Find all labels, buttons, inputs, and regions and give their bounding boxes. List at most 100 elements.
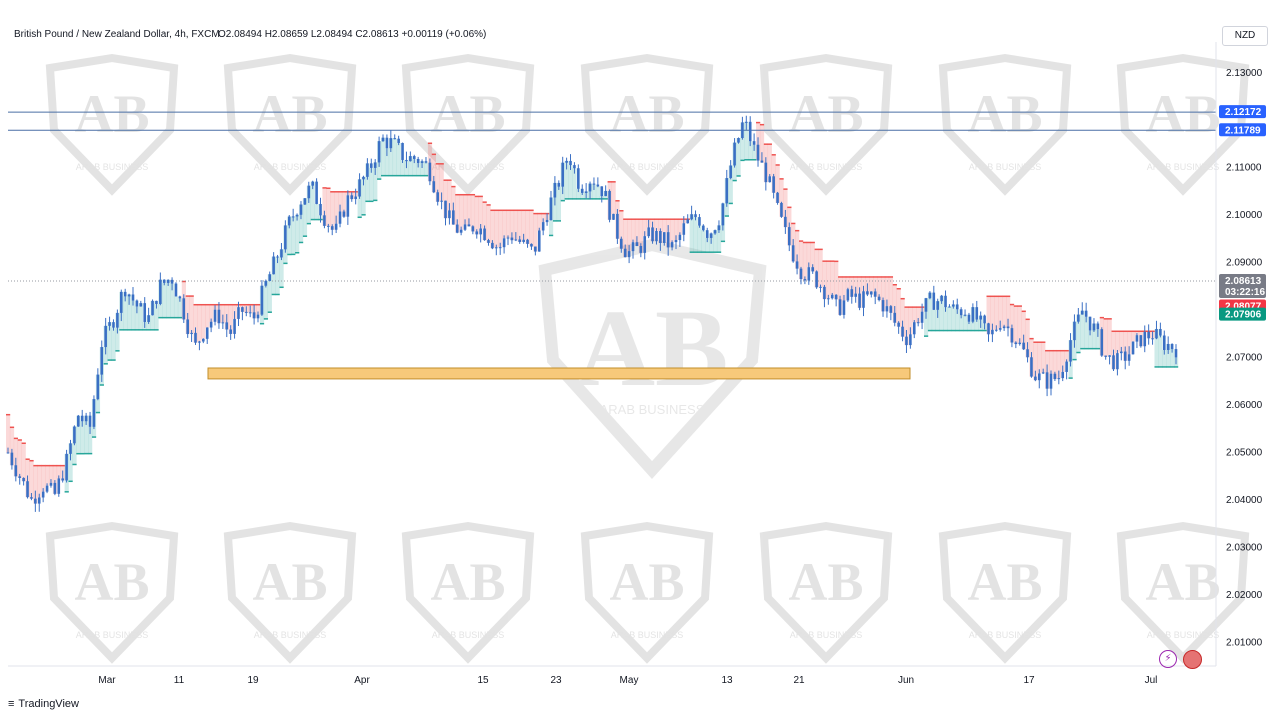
zone-slice (783, 189, 788, 228)
shield-icon (223, 53, 357, 196)
candle-body (498, 247, 502, 249)
zone-slice (459, 194, 464, 230)
candle-body (1010, 328, 1014, 343)
zone-slice (1013, 306, 1019, 345)
candle-body (334, 223, 338, 230)
zone-slice (716, 225, 722, 253)
zone-slice (966, 321, 972, 331)
zone-slice (287, 216, 292, 255)
candle-body (237, 307, 240, 319)
zone-slice (1037, 342, 1042, 374)
candle-body (366, 163, 369, 177)
candle-body (455, 224, 459, 233)
shield-icon (401, 53, 535, 196)
candle-body (928, 292, 932, 299)
candle-body (752, 141, 756, 145)
candle-body (639, 246, 643, 253)
candle-body (1069, 340, 1072, 362)
watermark-monogram: AB (788, 552, 863, 612)
price-axis[interactable]: 2.13000 2.11000 2.10000 2.09000 2.07000 2.060… (1226, 68, 1263, 648)
candle-body (256, 314, 260, 319)
candle-body (471, 226, 475, 232)
zone-slice (818, 249, 823, 287)
watermark-text: ARAB BUSINESS (432, 630, 505, 640)
candle-body (307, 185, 311, 199)
candle-body (18, 476, 22, 478)
candle-body (905, 336, 908, 346)
candle-body (733, 142, 736, 166)
lightning-icon[interactable]: ⚡ (1159, 650, 1177, 668)
zone-slice (494, 210, 499, 248)
candle-body (311, 181, 314, 186)
zone-slice (896, 288, 901, 327)
candle-body (998, 328, 1002, 330)
candle-body (116, 312, 119, 328)
candle-body (846, 289, 850, 301)
watermark-text: ARAB BUSINESS (1147, 630, 1220, 640)
time-axis[interactable]: Mar 11 19 Apr 15 23 May 13 21 Jun 17 Jul (98, 675, 1157, 686)
watermark-logo: AB ARAB BUSINESS (938, 521, 1072, 664)
zone-slice (107, 322, 112, 361)
zone-slice (365, 163, 370, 202)
candle-body (729, 165, 732, 179)
zone-slice (525, 210, 530, 244)
zone-slice (1084, 316, 1089, 349)
watermark-monogram: AB (609, 84, 684, 144)
zone-slice (388, 138, 394, 176)
candle-body (6, 452, 10, 454)
candle-body (194, 332, 197, 343)
candle-body (772, 176, 775, 193)
candle-body (1073, 321, 1076, 341)
candle-body (1049, 373, 1053, 389)
time-tick: 17 (1023, 675, 1035, 686)
zone-slice (986, 296, 991, 335)
watermark-logo: AB ARAB BUSINESS (1116, 53, 1250, 196)
candle-body (463, 224, 467, 230)
watermark-logo: AB ARAB BUSINESS (223, 53, 357, 196)
candle-body (34, 498, 37, 504)
zone-slice (302, 198, 308, 237)
candle-body (444, 200, 447, 219)
zone-slice (205, 304, 210, 328)
zone-slice (314, 203, 319, 220)
zone-slice (298, 204, 304, 243)
watermark-monogram: AB (788, 84, 863, 144)
zone-slice (955, 309, 960, 331)
candle-body (1014, 342, 1018, 345)
candle-body (518, 239, 522, 242)
zone-slice (88, 426, 93, 454)
candle-body (1147, 331, 1150, 339)
zone-slice (939, 295, 944, 331)
currency-button[interactable]: NZD (1222, 26, 1268, 46)
candle-body (217, 309, 221, 324)
zone-slice (662, 219, 667, 233)
shield-icon (1116, 53, 1250, 196)
zone-slice (826, 261, 831, 299)
candle-body (1053, 373, 1057, 380)
zone-slice (771, 154, 776, 193)
zone-slice (1131, 331, 1136, 342)
candle-body (166, 279, 170, 283)
candle-body (705, 230, 709, 238)
zone-slice (1154, 328, 1159, 367)
candle-body (690, 214, 693, 220)
zone-slice (341, 191, 347, 217)
zone-slice (330, 191, 335, 230)
candle-body (748, 121, 752, 142)
candle-body (912, 322, 916, 335)
zone-slice (877, 276, 882, 301)
candle-body (1166, 343, 1170, 350)
candle-body (487, 240, 490, 243)
zone-slice (127, 294, 132, 330)
candle-body (569, 160, 572, 166)
candle-body (635, 242, 639, 247)
candle-body (412, 156, 416, 159)
zone-slice (759, 124, 765, 163)
horizontal-lines[interactable] (8, 111, 1216, 131)
countdown-label: 03:22:16 (1225, 287, 1265, 298)
globe-icon[interactable] (1183, 650, 1202, 669)
candle-body (369, 163, 373, 168)
chart-area[interactable] (8, 42, 1216, 666)
candle-body (1061, 371, 1065, 379)
